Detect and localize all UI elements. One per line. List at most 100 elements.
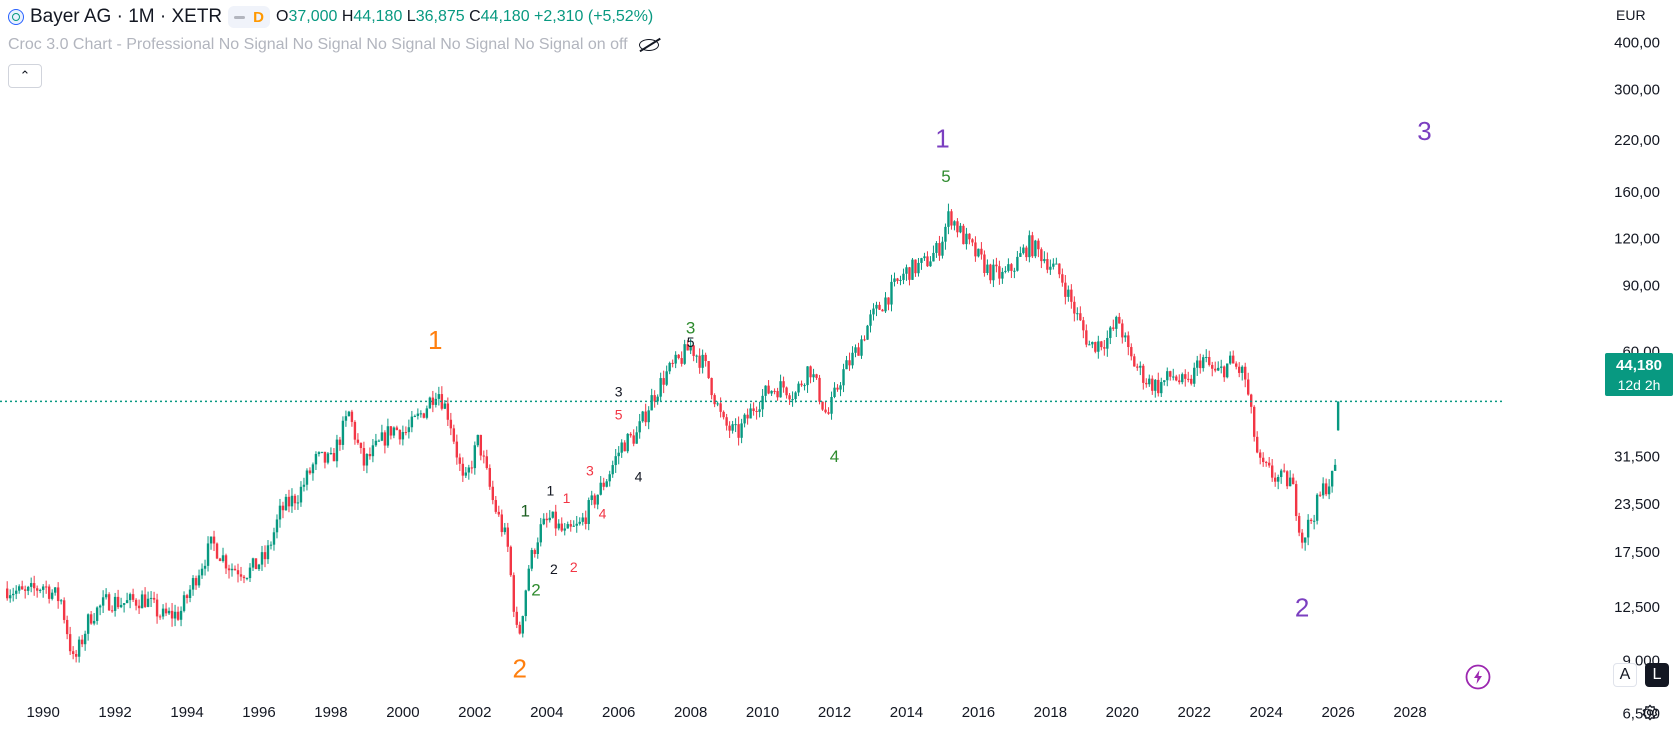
candle-body <box>461 463 465 476</box>
candle-body <box>104 594 108 598</box>
candle-body <box>965 233 968 245</box>
candle-body <box>647 410 650 423</box>
candle-body <box>47 586 51 599</box>
candle-body <box>947 211 950 227</box>
hidden-eye-icon[interactable] <box>638 38 660 52</box>
candle-body <box>686 344 689 351</box>
candle-body <box>1300 532 1304 543</box>
candle-body <box>11 593 15 596</box>
candle-body <box>842 369 845 386</box>
x-tick-label: 2014 <box>890 704 923 721</box>
candle-body <box>707 361 710 379</box>
candle-body <box>1261 457 1265 463</box>
collapse-legend-button[interactable]: ⌃ <box>8 64 42 88</box>
candle-body <box>176 611 180 620</box>
candle-body <box>1043 259 1046 262</box>
price-axis[interactable]: 400,00300,00220,00160,00120,0090,0060,00… <box>1614 35 1660 723</box>
candle-body <box>191 578 195 590</box>
candle-body <box>485 456 489 469</box>
settings-icon[interactable] <box>1641 704 1659 722</box>
candle-body <box>545 518 548 521</box>
candle-body <box>251 558 255 568</box>
candle-body <box>938 243 941 256</box>
candle-body <box>749 408 752 419</box>
candle-body <box>206 543 210 566</box>
high-value: 44,180 <box>353 8 403 25</box>
candle-body <box>653 395 656 402</box>
candle-body <box>659 378 662 397</box>
log-scale-button[interactable]: L <box>1645 663 1669 687</box>
candle-body <box>1244 366 1247 380</box>
candle-body <box>761 395 764 410</box>
candle-body <box>98 605 102 608</box>
candle-body <box>1333 464 1337 471</box>
candle-body <box>1270 465 1274 478</box>
candle-body <box>875 304 878 309</box>
candle-body <box>1106 337 1109 349</box>
candle-body <box>905 267 908 274</box>
candle-body <box>593 495 596 505</box>
candle-body <box>146 598 150 607</box>
candle-body <box>527 568 530 591</box>
candle-body <box>899 279 902 281</box>
candle-body <box>1115 316 1118 329</box>
candle-body <box>8 595 12 599</box>
candle-body <box>617 452 620 457</box>
candle-body <box>1076 313 1079 315</box>
candle-body <box>758 409 761 412</box>
wave-label: 4 <box>635 469 643 485</box>
symbol-title[interactable]: Bayer AG · 1M · XETR <box>30 6 223 27</box>
candle-body <box>401 432 405 440</box>
candle-body <box>260 552 264 565</box>
candle-body <box>1181 374 1184 383</box>
candle-body <box>233 568 237 571</box>
candle-body <box>323 451 327 463</box>
lightning-icon[interactable] <box>1465 664 1491 690</box>
candle-body <box>809 366 812 378</box>
candle-body <box>1208 357 1211 365</box>
candle-body <box>236 570 240 575</box>
x-tick-label: 2006 <box>602 704 635 721</box>
candle-body <box>239 574 243 577</box>
low-label: L <box>406 8 416 25</box>
time-axis[interactable]: 1990 1992 1994 1996 1998 2000 2002 2004 2006 2008… <box>26 704 1426 721</box>
candle-body <box>506 527 509 547</box>
market-status-pill[interactable]: D <box>228 6 270 28</box>
candle-body <box>1124 335 1127 338</box>
candle-body <box>1121 323 1124 338</box>
candle-body <box>1312 520 1316 522</box>
candle-body <box>920 258 923 263</box>
candle-body <box>1163 380 1166 383</box>
candle-body <box>473 445 477 469</box>
candle-series <box>5 203 1340 663</box>
open-label: O <box>276 8 289 25</box>
candle-body <box>1175 376 1178 381</box>
wave-label: 4 <box>599 506 607 522</box>
candle-body <box>869 314 872 326</box>
close-label: C <box>469 8 481 25</box>
candle-body <box>386 426 390 446</box>
x-tick-label: 1996 <box>242 704 275 721</box>
candle-body <box>995 264 998 267</box>
candle-body <box>62 600 66 620</box>
currency-selector[interactable]: EUR <box>1610 4 1652 26</box>
candle-body <box>398 429 402 440</box>
candle-body <box>1232 355 1235 364</box>
auto-scale-button[interactable]: A <box>1613 663 1637 687</box>
candle-body <box>200 568 204 576</box>
y-tick-label: 300,00 <box>1614 82 1660 99</box>
candle-body <box>218 558 222 562</box>
candle-body <box>242 576 246 579</box>
candle-body <box>254 558 258 570</box>
indicator-title[interactable]: Croc 3.0 Chart - Professional No Signal … <box>8 36 628 53</box>
candle-body <box>530 550 533 569</box>
candle-body <box>1235 363 1238 367</box>
candle-body <box>1193 367 1196 384</box>
candle-body <box>32 583 36 589</box>
wave-label: 2 <box>570 559 578 575</box>
candle-body <box>41 586 45 590</box>
candle-body <box>371 445 375 457</box>
candle-body <box>71 651 75 655</box>
candle-body <box>383 432 387 446</box>
